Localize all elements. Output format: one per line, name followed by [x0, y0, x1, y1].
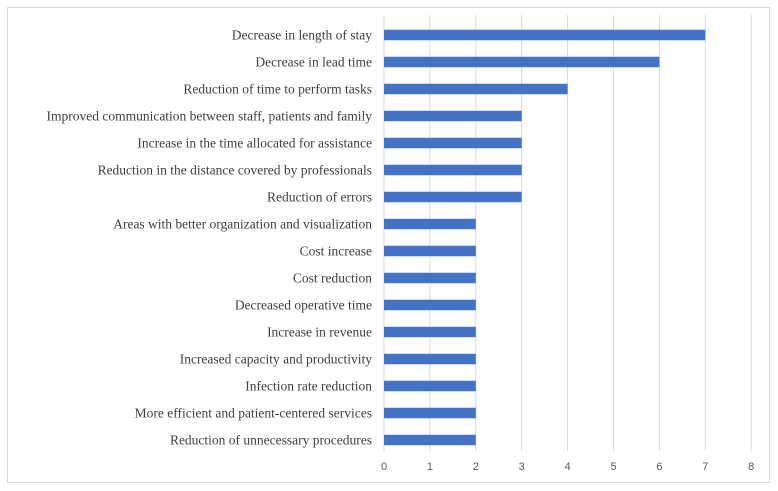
category-label: Improved communication between staff, pa…	[46, 109, 372, 124]
bar	[384, 137, 522, 149]
category-label: Areas with better organization and visua…	[113, 217, 372, 232]
bar-chart: Decrease in length of stay Decrease in le…	[46, 15, 754, 473]
x-tick-label: 4	[565, 461, 571, 473]
bar	[384, 56, 660, 68]
bar	[384, 299, 476, 311]
category-label: More efficient and patient-centered serv…	[135, 406, 372, 421]
bar	[384, 380, 476, 392]
bar	[384, 164, 522, 176]
x-tick-label: 1	[427, 461, 433, 473]
category-label: Reduction of unnecessary procedures	[170, 433, 372, 448]
category-label: Decrease in lead time	[255, 55, 372, 70]
category-label: Reduction of errors	[267, 190, 372, 205]
category-label: Increase in revenue	[267, 325, 372, 340]
x-tick-label: 3	[519, 461, 525, 473]
category-label: Cost reduction	[293, 271, 372, 286]
chart-frame: Decrease in length of stay Decrease in le…	[7, 7, 770, 483]
x-axis-tick-labels: 0 1 2 3 4 5 6 7 8	[381, 461, 754, 473]
x-tick-label: 7	[702, 461, 708, 473]
x-tick-label: 8	[748, 461, 754, 473]
category-label: Decreased operative time	[235, 298, 372, 313]
bar	[384, 29, 706, 41]
bar	[384, 326, 476, 338]
x-tick-label: 2	[473, 461, 479, 473]
x-tick-label: 0	[381, 461, 387, 473]
bar	[384, 353, 476, 365]
bar	[384, 191, 522, 203]
category-label: Cost increase	[300, 244, 372, 259]
category-label: Infection rate reduction	[245, 379, 372, 394]
category-label: Decrease in length of stay	[232, 28, 372, 43]
bar	[384, 245, 476, 257]
category-label: Increase in the time allocated for assis…	[137, 136, 372, 151]
x-tick-label: 6	[656, 461, 662, 473]
bar	[384, 110, 522, 122]
category-labels: Decrease in length of stay Decrease in le…	[46, 28, 372, 448]
bar	[384, 407, 476, 419]
category-label: Reduction in the distance covered by pro…	[98, 163, 372, 178]
bars	[384, 29, 706, 446]
bar	[384, 434, 476, 446]
x-tick-label: 5	[610, 461, 616, 473]
bar	[384, 218, 476, 230]
category-label: Reduction of time to perform tasks	[183, 82, 372, 97]
bar	[384, 272, 476, 284]
category-label: Increased capacity and productivity	[180, 352, 373, 367]
bar	[384, 83, 568, 95]
